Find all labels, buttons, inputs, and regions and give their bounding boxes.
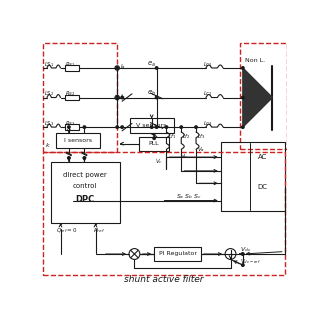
Text: $Rs_2$: $Rs_2$ [66,89,76,98]
Bar [130,118,174,133]
Circle shape [153,137,156,140]
Circle shape [83,157,86,159]
Text: $V_c$: $V_c$ [155,157,163,166]
Text: $Lc_2$: $Lc_2$ [204,89,213,98]
Circle shape [242,96,244,99]
Text: shunt active filter: shunt active filter [124,276,204,284]
Circle shape [121,96,123,99]
Bar [43,152,285,275]
Text: $Lf_3$: $Lf_3$ [197,132,206,141]
Text: $e_a$: $e_a$ [147,60,156,69]
Text: $V_b$: $V_b$ [180,152,188,161]
Polygon shape [243,68,272,127]
Text: DPC: DPC [76,195,95,204]
Text: $P_{ref}$: $P_{ref}$ [93,226,105,235]
Circle shape [242,126,244,128]
Circle shape [195,126,197,128]
Text: $Lc_3$: $Lc_3$ [204,119,213,128]
Circle shape [156,126,158,128]
Text: Non L.: Non L. [245,58,265,63]
Circle shape [242,264,244,266]
Bar [66,124,79,130]
Text: $Lf_1$: $Lf_1$ [168,132,177,141]
Bar [66,65,79,71]
Circle shape [116,67,118,69]
Circle shape [156,96,158,99]
Circle shape [68,126,70,128]
Bar [240,43,287,149]
Circle shape [156,67,158,69]
Text: $V_{dc}$: $V_{dc}$ [240,244,252,253]
Text: PI Regulator: PI Regulator [158,252,196,257]
Circle shape [116,96,118,99]
Text: direct power: direct power [63,172,107,178]
Bar [51,162,120,223]
Text: I sensors: I sensors [64,138,92,143]
Text: DC: DC [257,184,267,190]
Text: $LS_1$: $LS_1$ [44,60,55,69]
Bar [221,142,285,211]
Text: $Rs_1$: $Rs_1$ [66,60,76,69]
Bar [66,95,79,100]
Circle shape [121,126,123,128]
Circle shape [180,126,182,128]
Text: PLL: PLL [149,141,159,146]
Bar [154,247,201,261]
Bar [140,137,169,150]
Text: $I_b$: $I_b$ [120,92,125,101]
Text: $Lf_2$: $Lf_2$ [182,132,191,141]
Text: $I_a$: $I_a$ [120,62,125,71]
Text: $S_a\ S_b\ S_c$: $S_a\ S_b\ S_c$ [176,192,202,201]
Circle shape [242,253,244,255]
Circle shape [116,126,118,128]
Text: $Lc_1$: $Lc_1$ [204,60,213,69]
Circle shape [83,126,86,128]
Text: AC: AC [258,154,267,160]
Circle shape [68,157,70,159]
Circle shape [242,67,244,69]
Circle shape [150,126,153,128]
Text: $LS_2$: $LS_2$ [44,89,55,98]
Bar [56,133,100,148]
Text: V sensors: V sensors [137,124,167,128]
Text: $Q_{ref}=0$: $Q_{ref}=0$ [56,226,77,235]
Text: control: control [73,183,97,189]
Bar [43,43,117,152]
Text: $e_b$: $e_b$ [147,89,156,99]
Text: $V_a$: $V_a$ [197,145,205,154]
Text: $LS_3$: $LS_3$ [44,119,55,128]
Text: $Rs_3$: $Rs_3$ [66,119,76,128]
Text: k: k [46,143,49,148]
Circle shape [165,126,168,128]
Text: $V_{dc-ref}$: $V_{dc-ref}$ [240,257,261,266]
